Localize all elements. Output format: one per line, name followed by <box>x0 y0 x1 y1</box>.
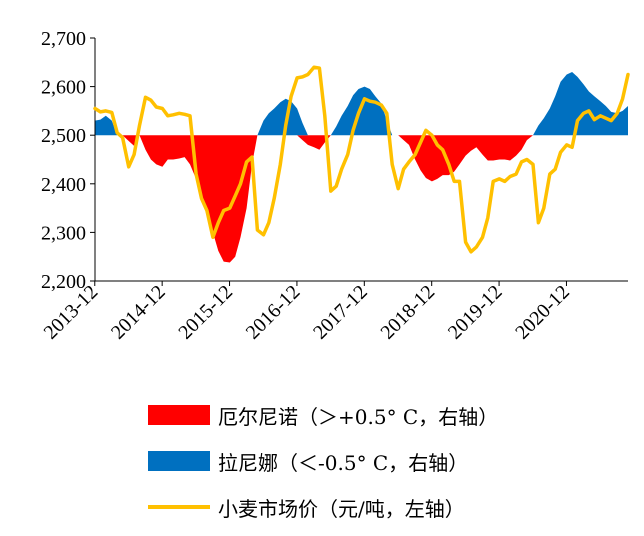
y-tick-label: 2,400 <box>41 174 86 196</box>
x-tick-label: 2015-12 <box>174 281 237 344</box>
y-tick-labels: 2,200 2,300 2,400 2,500 2,600 2,700 <box>41 28 86 293</box>
enso-areas <box>95 72 628 263</box>
el-nino-area <box>122 135 533 263</box>
legend-label-wheat-price: 小麦市场价（元/吨，左轴） <box>218 496 465 521</box>
x-tick-label: 2020-12 <box>511 281 574 344</box>
y-tick-label: 2,200 <box>41 271 86 293</box>
wheat-price-line-group <box>93 65 630 254</box>
legend-label-la-nina: 拉尼娜（＜-0.5° C，右轴） <box>218 450 469 475</box>
y-tick-label: 2,600 <box>41 77 86 99</box>
x-tick-label: 2014-12 <box>107 281 170 344</box>
axes <box>90 37 628 286</box>
legend-swatch-la-nina <box>148 451 210 471</box>
legend-swatch-wheat-price <box>148 505 210 509</box>
x-tick-labels: 2013-12 2014-12 2015-12 2016-12 2017-12 2018-… <box>40 281 574 344</box>
y-tick-label: 2,500 <box>41 125 86 147</box>
legend: 厄尔尼诺（＞+0.5° C，右轴） 拉尼娜（＜-0.5° C，右轴） 小麦市场价… <box>148 392 498 530</box>
legend-item-la-nina: 拉尼娜（＜-0.5° C，右轴） <box>148 438 498 484</box>
legend-label-el-nino: 厄尔尼诺（＞+0.5° C，右轴） <box>218 404 499 429</box>
legend-swatch-el-nino <box>148 405 210 425</box>
legend-item-wheat-price: 小麦市场价（元/吨，左轴） <box>148 484 498 530</box>
x-tick-label: 2018-12 <box>377 281 440 344</box>
x-tick-label: 2016-12 <box>242 281 305 344</box>
x-tick-label: 2019-12 <box>444 281 507 344</box>
legend-item-el-nino: 厄尔尼诺（＞+0.5° C，右轴） <box>148 392 498 438</box>
y-tick-label: 2,700 <box>41 28 86 50</box>
wheat-price-line <box>93 65 630 254</box>
y-tick-label: 2,300 <box>41 222 86 244</box>
x-tick-label: 2017-12 <box>309 281 372 344</box>
